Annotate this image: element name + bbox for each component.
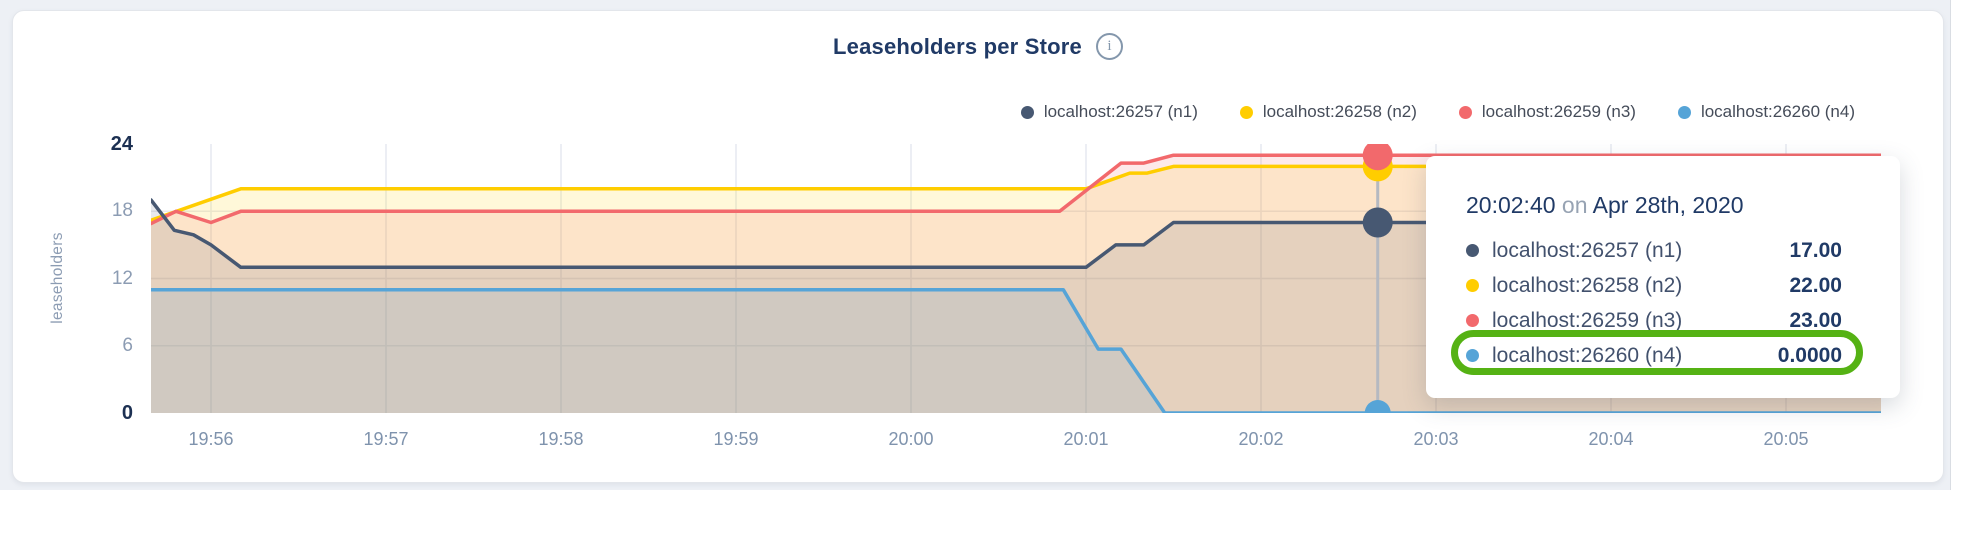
tooltip-on: on — [1561, 192, 1588, 218]
x-tick-20:05: 20:05 — [1763, 429, 1809, 449]
legend-dot-n4 — [1677, 105, 1691, 119]
series-line-localhost:26260 (n4) — [151, 287, 1881, 413]
y-axis-title: leaseholders — [49, 232, 66, 324]
legend-item-n1[interactable]: localhost:26257 (n1) — [1020, 102, 1198, 122]
hover-dot-localhost:26257 (n1) — [1362, 207, 1393, 238]
tooltip-timestamp: 20:02:40 on Apr 28th, 2020 — [1466, 192, 1842, 219]
x-tick-20:01: 20:01 — [1063, 429, 1109, 449]
tooltip-time: 20:02:40 — [1466, 192, 1556, 218]
x-tick-20:02: 20:02 — [1238, 429, 1284, 449]
y-tick-6: 6 — [122, 334, 133, 356]
tooltip-series-value: 17.00 — [1789, 238, 1842, 262]
tooltip-series-name: localhost:26260 (n4) — [1492, 343, 1683, 367]
y-tick-0: 0 — [121, 402, 133, 424]
tooltip-series-value: 22.00 — [1789, 273, 1842, 297]
y-tick-12: 12 — [111, 267, 133, 289]
tooltip-series-name: localhost:26259 (n3) — [1492, 308, 1683, 332]
right-panel-divider — [1950, 0, 1951, 490]
hover-tooltip: 20:02:40 on Apr 28th, 2020 localhost:262… — [1426, 156, 1900, 398]
legend-item-n2[interactable]: localhost:26258 (n2) — [1239, 102, 1417, 122]
x-tick-20:03: 20:03 — [1413, 429, 1459, 449]
legend-dot-n1 — [1020, 105, 1034, 119]
legend-dot-n3 — [1458, 105, 1472, 119]
tooltip-row-n3: localhost:26259 (n3) 23.00 — [1466, 303, 1842, 338]
series-line-localhost:26257 (n1) — [151, 198, 1881, 270]
y-tick-24: 24 — [110, 133, 133, 155]
legend-label-n4: localhost:26260 (n4) — [1700, 102, 1855, 121]
tooltip-row-n1: localhost:26257 (n1) 17.00 — [1466, 233, 1842, 268]
x-tick-20:00: 20:00 — [888, 429, 934, 449]
legend-item-n3[interactable]: localhost:26259 (n3) — [1458, 102, 1636, 122]
tooltip-series-name: localhost:26258 (n2) — [1492, 273, 1683, 297]
legend-label-n1: localhost:26257 (n1) — [1043, 102, 1198, 121]
legend-label-n3: localhost:26259 (n3) — [1481, 102, 1636, 121]
legend-dot-n2 — [1239, 105, 1253, 119]
tooltip-dot-n2 — [1466, 279, 1479, 292]
hover-dot-localhost:26259 (n3) — [1362, 144, 1393, 171]
x-tick-19:57: 19:57 — [363, 429, 409, 449]
chart-legend: localhost:26257 (n1) localhost:26258 (n2… — [1020, 102, 1855, 122]
tooltip-row-n4: localhost:26260 (n4) 0.0000 — [1466, 338, 1842, 373]
series-line-localhost:26259 (n3) — [151, 153, 1881, 226]
x-tick-19:56: 19:56 — [188, 429, 234, 449]
tooltip-dot-n4 — [1466, 349, 1479, 362]
series-line-localhost:26258 (n2) — [151, 164, 1881, 222]
tooltip-date: Apr 28th, 2020 — [1592, 192, 1744, 218]
chart-card: Leaseholders per Store i localhost:26257… — [12, 10, 1944, 483]
y-tick-18: 18 — [111, 200, 133, 222]
x-tick-19:58: 19:58 — [538, 429, 584, 449]
tooltip-dot-n3 — [1466, 314, 1479, 327]
series-area-localhost:26260 (n4) — [151, 289, 1881, 413]
legend-label-n2: localhost:26258 (n2) — [1262, 102, 1417, 121]
x-tick-19:59: 19:59 — [713, 429, 759, 449]
legend-item-n4[interactable]: localhost:26260 (n4) — [1677, 102, 1855, 122]
hover-dot-localhost:26260 (n4) — [1364, 400, 1391, 413]
tooltip-dot-n1 — [1466, 244, 1479, 257]
info-icon[interactable]: i — [1095, 33, 1123, 60]
tooltip-series-name: localhost:26257 (n1) — [1492, 238, 1683, 262]
tooltip-series-value: 23.00 — [1789, 308, 1842, 332]
chart-title: Leaseholders per Store — [833, 33, 1082, 59]
chart-header: Leaseholders per Store i — [13, 33, 1943, 60]
tooltip-series-value: 0.0000 — [1777, 343, 1842, 367]
tooltip-row-n2: localhost:26258 (n2) 22.00 — [1466, 268, 1842, 303]
x-tick-20:04: 20:04 — [1588, 429, 1634, 449]
